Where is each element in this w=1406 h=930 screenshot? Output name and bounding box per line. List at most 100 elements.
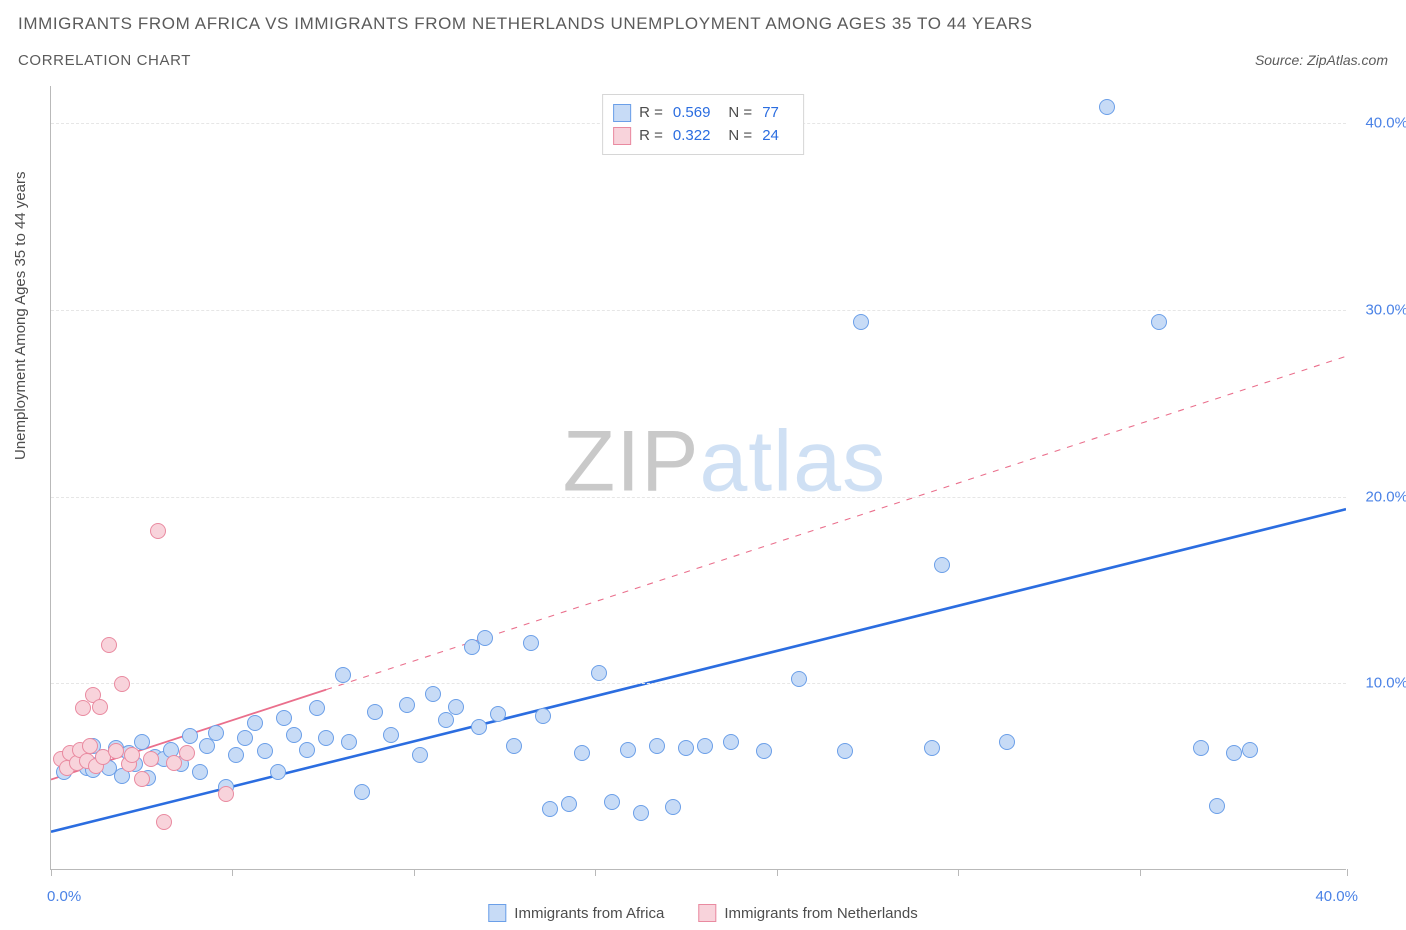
data-point-africa xyxy=(228,747,244,763)
data-point-netherlands xyxy=(134,771,150,787)
n-value-africa: 77 xyxy=(762,101,779,124)
x-tick xyxy=(1347,869,1348,876)
data-point-africa xyxy=(1226,745,1242,761)
data-point-netherlands xyxy=(179,745,195,761)
data-point-africa xyxy=(309,700,325,716)
data-point-africa xyxy=(270,764,286,780)
data-point-africa xyxy=(367,704,383,720)
data-point-africa xyxy=(924,740,940,756)
data-point-africa xyxy=(471,719,487,735)
series-legend: Immigrants from Africa Immigrants from N… xyxy=(488,904,917,922)
data-point-africa xyxy=(853,314,869,330)
x-tick xyxy=(777,869,778,876)
data-point-africa xyxy=(208,725,224,741)
data-point-africa xyxy=(604,794,620,810)
x-tick xyxy=(232,869,233,876)
y-axis-label: Unemployment Among Ages 35 to 44 years xyxy=(12,171,29,460)
data-point-africa xyxy=(438,712,454,728)
data-point-africa xyxy=(791,671,807,687)
legend-row-africa: R = 0.569 N = 77 xyxy=(613,101,789,124)
watermark-zip: ZIP xyxy=(563,413,700,509)
x-min-label: 0.0% xyxy=(47,888,81,905)
data-point-netherlands xyxy=(114,676,130,692)
y-tick-label: 20.0% xyxy=(1352,488,1406,505)
swatch-africa xyxy=(613,104,631,122)
data-point-africa xyxy=(665,799,681,815)
source-name: ZipAtlas.com xyxy=(1307,52,1388,68)
data-point-africa xyxy=(192,764,208,780)
data-point-netherlands xyxy=(92,699,108,715)
data-point-africa xyxy=(399,697,415,713)
x-tick xyxy=(51,869,52,876)
data-point-africa xyxy=(425,686,441,702)
y-tick-label: 40.0% xyxy=(1352,115,1406,132)
legend-row-netherlands: R = 0.322 N = 24 xyxy=(613,124,789,147)
data-point-africa xyxy=(335,667,351,683)
legend-item-netherlands: Immigrants from Netherlands xyxy=(698,904,917,922)
data-point-africa xyxy=(448,699,464,715)
x-tick xyxy=(595,869,596,876)
r-value-africa: 0.569 xyxy=(673,101,711,124)
data-point-netherlands xyxy=(150,523,166,539)
data-point-africa xyxy=(999,734,1015,750)
data-point-africa xyxy=(1151,314,1167,330)
data-point-africa xyxy=(723,734,739,750)
data-point-africa xyxy=(383,727,399,743)
n-value-netherlands: 24 xyxy=(762,124,779,147)
data-point-africa xyxy=(542,801,558,817)
data-point-africa xyxy=(341,734,357,750)
data-point-africa xyxy=(1209,798,1225,814)
x-max-label: 40.0% xyxy=(1315,888,1358,905)
data-point-africa xyxy=(318,730,334,746)
r-label: R = xyxy=(639,101,663,124)
data-point-africa xyxy=(756,743,772,759)
swatch-netherlands xyxy=(613,127,631,145)
x-tick xyxy=(414,869,415,876)
r-label: R = xyxy=(639,124,663,147)
x-tick xyxy=(1140,869,1141,876)
trend-lines xyxy=(51,86,1346,869)
data-point-africa xyxy=(535,708,551,724)
data-point-netherlands xyxy=(143,751,159,767)
chart-title: IMMIGRANTS FROM AFRICA VS IMMIGRANTS FRO… xyxy=(18,14,1033,34)
legend-item-africa: Immigrants from Africa xyxy=(488,904,664,922)
data-point-africa xyxy=(561,796,577,812)
series-label-africa: Immigrants from Africa xyxy=(514,905,664,922)
data-point-africa xyxy=(591,665,607,681)
data-point-africa xyxy=(1099,99,1115,115)
data-point-africa xyxy=(1193,740,1209,756)
gridline xyxy=(51,683,1346,684)
data-point-africa xyxy=(199,738,215,754)
y-tick-label: 30.0% xyxy=(1352,302,1406,319)
data-point-africa xyxy=(837,743,853,759)
data-point-netherlands xyxy=(124,747,140,763)
n-label: N = xyxy=(728,101,752,124)
data-point-africa xyxy=(276,710,292,726)
swatch-netherlands xyxy=(698,904,716,922)
data-point-africa xyxy=(354,784,370,800)
data-point-netherlands xyxy=(108,743,124,759)
x-tick xyxy=(958,869,959,876)
series-label-netherlands: Immigrants from Netherlands xyxy=(724,905,917,922)
data-point-africa xyxy=(286,727,302,743)
data-point-africa xyxy=(1242,742,1258,758)
data-point-africa xyxy=(182,728,198,744)
scatter-plot-area: ZIPatlas 10.0%20.0%30.0%40.0%0.0%40.0% xyxy=(50,86,1346,870)
data-point-netherlands xyxy=(218,786,234,802)
data-point-africa xyxy=(574,745,590,761)
data-point-africa xyxy=(412,747,428,763)
data-point-africa xyxy=(299,742,315,758)
chart-subtitle: CORRELATION CHART xyxy=(18,52,191,69)
gridline xyxy=(51,497,1346,498)
data-point-africa xyxy=(697,738,713,754)
r-value-netherlands: 0.322 xyxy=(673,124,711,147)
data-point-netherlands xyxy=(75,700,91,716)
data-point-africa xyxy=(257,743,273,759)
data-point-africa xyxy=(633,805,649,821)
data-point-africa xyxy=(506,738,522,754)
data-point-africa xyxy=(620,742,636,758)
data-point-africa xyxy=(247,715,263,731)
gridline xyxy=(51,310,1346,311)
data-point-africa xyxy=(490,706,506,722)
correlation-legend: R = 0.569 N = 77 R = 0.322 N = 24 xyxy=(602,94,804,155)
